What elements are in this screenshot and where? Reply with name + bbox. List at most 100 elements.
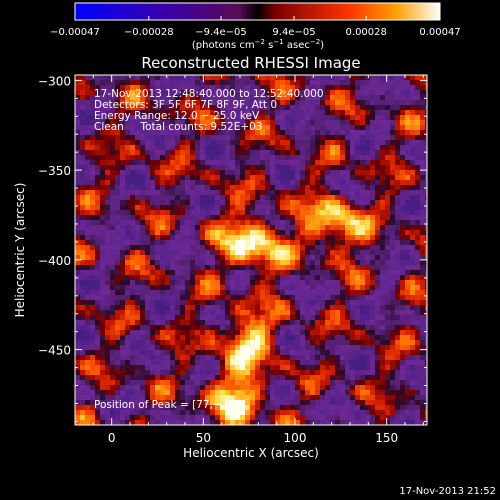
heatmap-cell bbox=[100, 120, 106, 126]
heatmap-cell bbox=[355, 265, 361, 271]
heatmap-cell bbox=[75, 380, 81, 386]
heatmap-cell bbox=[320, 355, 326, 361]
heatmap-cell bbox=[130, 275, 136, 281]
heatmap-cell bbox=[400, 225, 406, 231]
heatmap-cell bbox=[195, 360, 201, 366]
heatmap-cell bbox=[345, 165, 351, 171]
heatmap-cell bbox=[350, 390, 356, 396]
heatmap-cell bbox=[155, 315, 161, 321]
heatmap-cell bbox=[225, 120, 231, 126]
heatmap-cell bbox=[340, 370, 346, 376]
heatmap-cell bbox=[190, 145, 196, 151]
heatmap-cell bbox=[190, 180, 196, 186]
heatmap-cell bbox=[170, 180, 176, 186]
heatmap-cell bbox=[380, 230, 386, 236]
heatmap-cell bbox=[340, 205, 346, 211]
heatmap-cell bbox=[80, 150, 86, 156]
heatmap-cell bbox=[200, 320, 206, 326]
heatmap-cell bbox=[170, 270, 176, 276]
heatmap-cell bbox=[300, 190, 306, 196]
heatmap-cell bbox=[155, 405, 161, 411]
heatmap-cell bbox=[190, 200, 196, 206]
heatmap-cell bbox=[140, 115, 146, 121]
heatmap-cell bbox=[405, 75, 411, 81]
heatmap-cell bbox=[85, 250, 91, 256]
heatmap-cell bbox=[145, 80, 151, 86]
heatmap-cell bbox=[355, 290, 361, 296]
heatmap-cell bbox=[230, 420, 236, 425]
heatmap-cell bbox=[190, 260, 196, 266]
heatmap-cell bbox=[305, 105, 311, 111]
heatmap-cell bbox=[395, 220, 401, 226]
heatmap-cell bbox=[85, 320, 91, 326]
heatmap-cell bbox=[275, 355, 281, 361]
heatmap-cell bbox=[290, 145, 296, 151]
heatmap-cell bbox=[425, 360, 427, 366]
heatmap-cell bbox=[140, 400, 146, 406]
heatmap-cell bbox=[215, 385, 221, 391]
heatmap-cell bbox=[355, 410, 361, 416]
heatmap-cell bbox=[235, 95, 241, 101]
heatmap-cell bbox=[240, 285, 246, 291]
heatmap-cell bbox=[255, 355, 261, 361]
heatmap-cell bbox=[130, 370, 136, 376]
heatmap-cell bbox=[165, 295, 171, 301]
heatmap-cell bbox=[275, 205, 281, 211]
heatmap-cell bbox=[310, 405, 316, 411]
heatmap-cell bbox=[320, 190, 326, 196]
heatmap-cell bbox=[325, 170, 331, 176]
heatmap-cell bbox=[315, 325, 321, 331]
heatmap-cell bbox=[150, 215, 156, 221]
heatmap-cell bbox=[265, 390, 271, 396]
heatmap-cell bbox=[380, 110, 386, 116]
heatmap-cell bbox=[180, 200, 186, 206]
heatmap-cell bbox=[415, 135, 421, 141]
heatmap-cell bbox=[195, 85, 201, 91]
heatmap-cell bbox=[245, 110, 251, 116]
heatmap-cell bbox=[365, 345, 371, 351]
heatmap-cell bbox=[215, 275, 221, 281]
heatmap-cell bbox=[380, 330, 386, 336]
heatmap-cell bbox=[140, 245, 146, 251]
heatmap-cell bbox=[295, 155, 301, 161]
heatmap-cell bbox=[340, 410, 346, 416]
heatmap-cell bbox=[195, 140, 201, 146]
heatmap-cell bbox=[280, 225, 286, 231]
heatmap-cell bbox=[400, 285, 406, 291]
heatmap-cell bbox=[275, 335, 281, 341]
heatmap-cell bbox=[155, 240, 161, 246]
heatmap-cell bbox=[410, 210, 416, 216]
heatmap-cell bbox=[165, 215, 171, 221]
heatmap-cell bbox=[205, 295, 211, 301]
heatmap-cell bbox=[310, 415, 316, 421]
heatmap-cell bbox=[225, 290, 231, 296]
heatmap-cell bbox=[305, 375, 311, 381]
heatmap-cell bbox=[265, 255, 271, 261]
heatmap-cell bbox=[295, 100, 301, 106]
heatmap-cell bbox=[255, 140, 261, 146]
heatmap-cell bbox=[130, 150, 136, 156]
heatmap-cell bbox=[420, 95, 426, 101]
heatmap-cell bbox=[170, 330, 176, 336]
heatmap-cell bbox=[235, 175, 241, 181]
heatmap-cell bbox=[340, 135, 346, 141]
heatmap-cell bbox=[400, 80, 406, 86]
heatmap-cell bbox=[310, 355, 316, 361]
heatmap-cell bbox=[330, 310, 336, 316]
heatmap-cell bbox=[410, 220, 416, 226]
heatmap-cell bbox=[365, 215, 371, 221]
heatmap-cell bbox=[330, 410, 336, 416]
heatmap-cell bbox=[240, 95, 246, 101]
heatmap-cell bbox=[120, 215, 126, 221]
heatmap-cell bbox=[175, 235, 181, 241]
heatmap-cell bbox=[80, 225, 86, 231]
heatmap-cell bbox=[115, 360, 121, 366]
heatmap-cell bbox=[400, 415, 406, 421]
heatmap-cell bbox=[285, 205, 291, 211]
heatmap-cell bbox=[270, 230, 276, 236]
heatmap-cell bbox=[300, 335, 306, 341]
heatmap-cell bbox=[315, 85, 321, 91]
heatmap-cell bbox=[100, 345, 106, 351]
heatmap-cell bbox=[345, 155, 351, 161]
heatmap-cell bbox=[175, 300, 181, 306]
